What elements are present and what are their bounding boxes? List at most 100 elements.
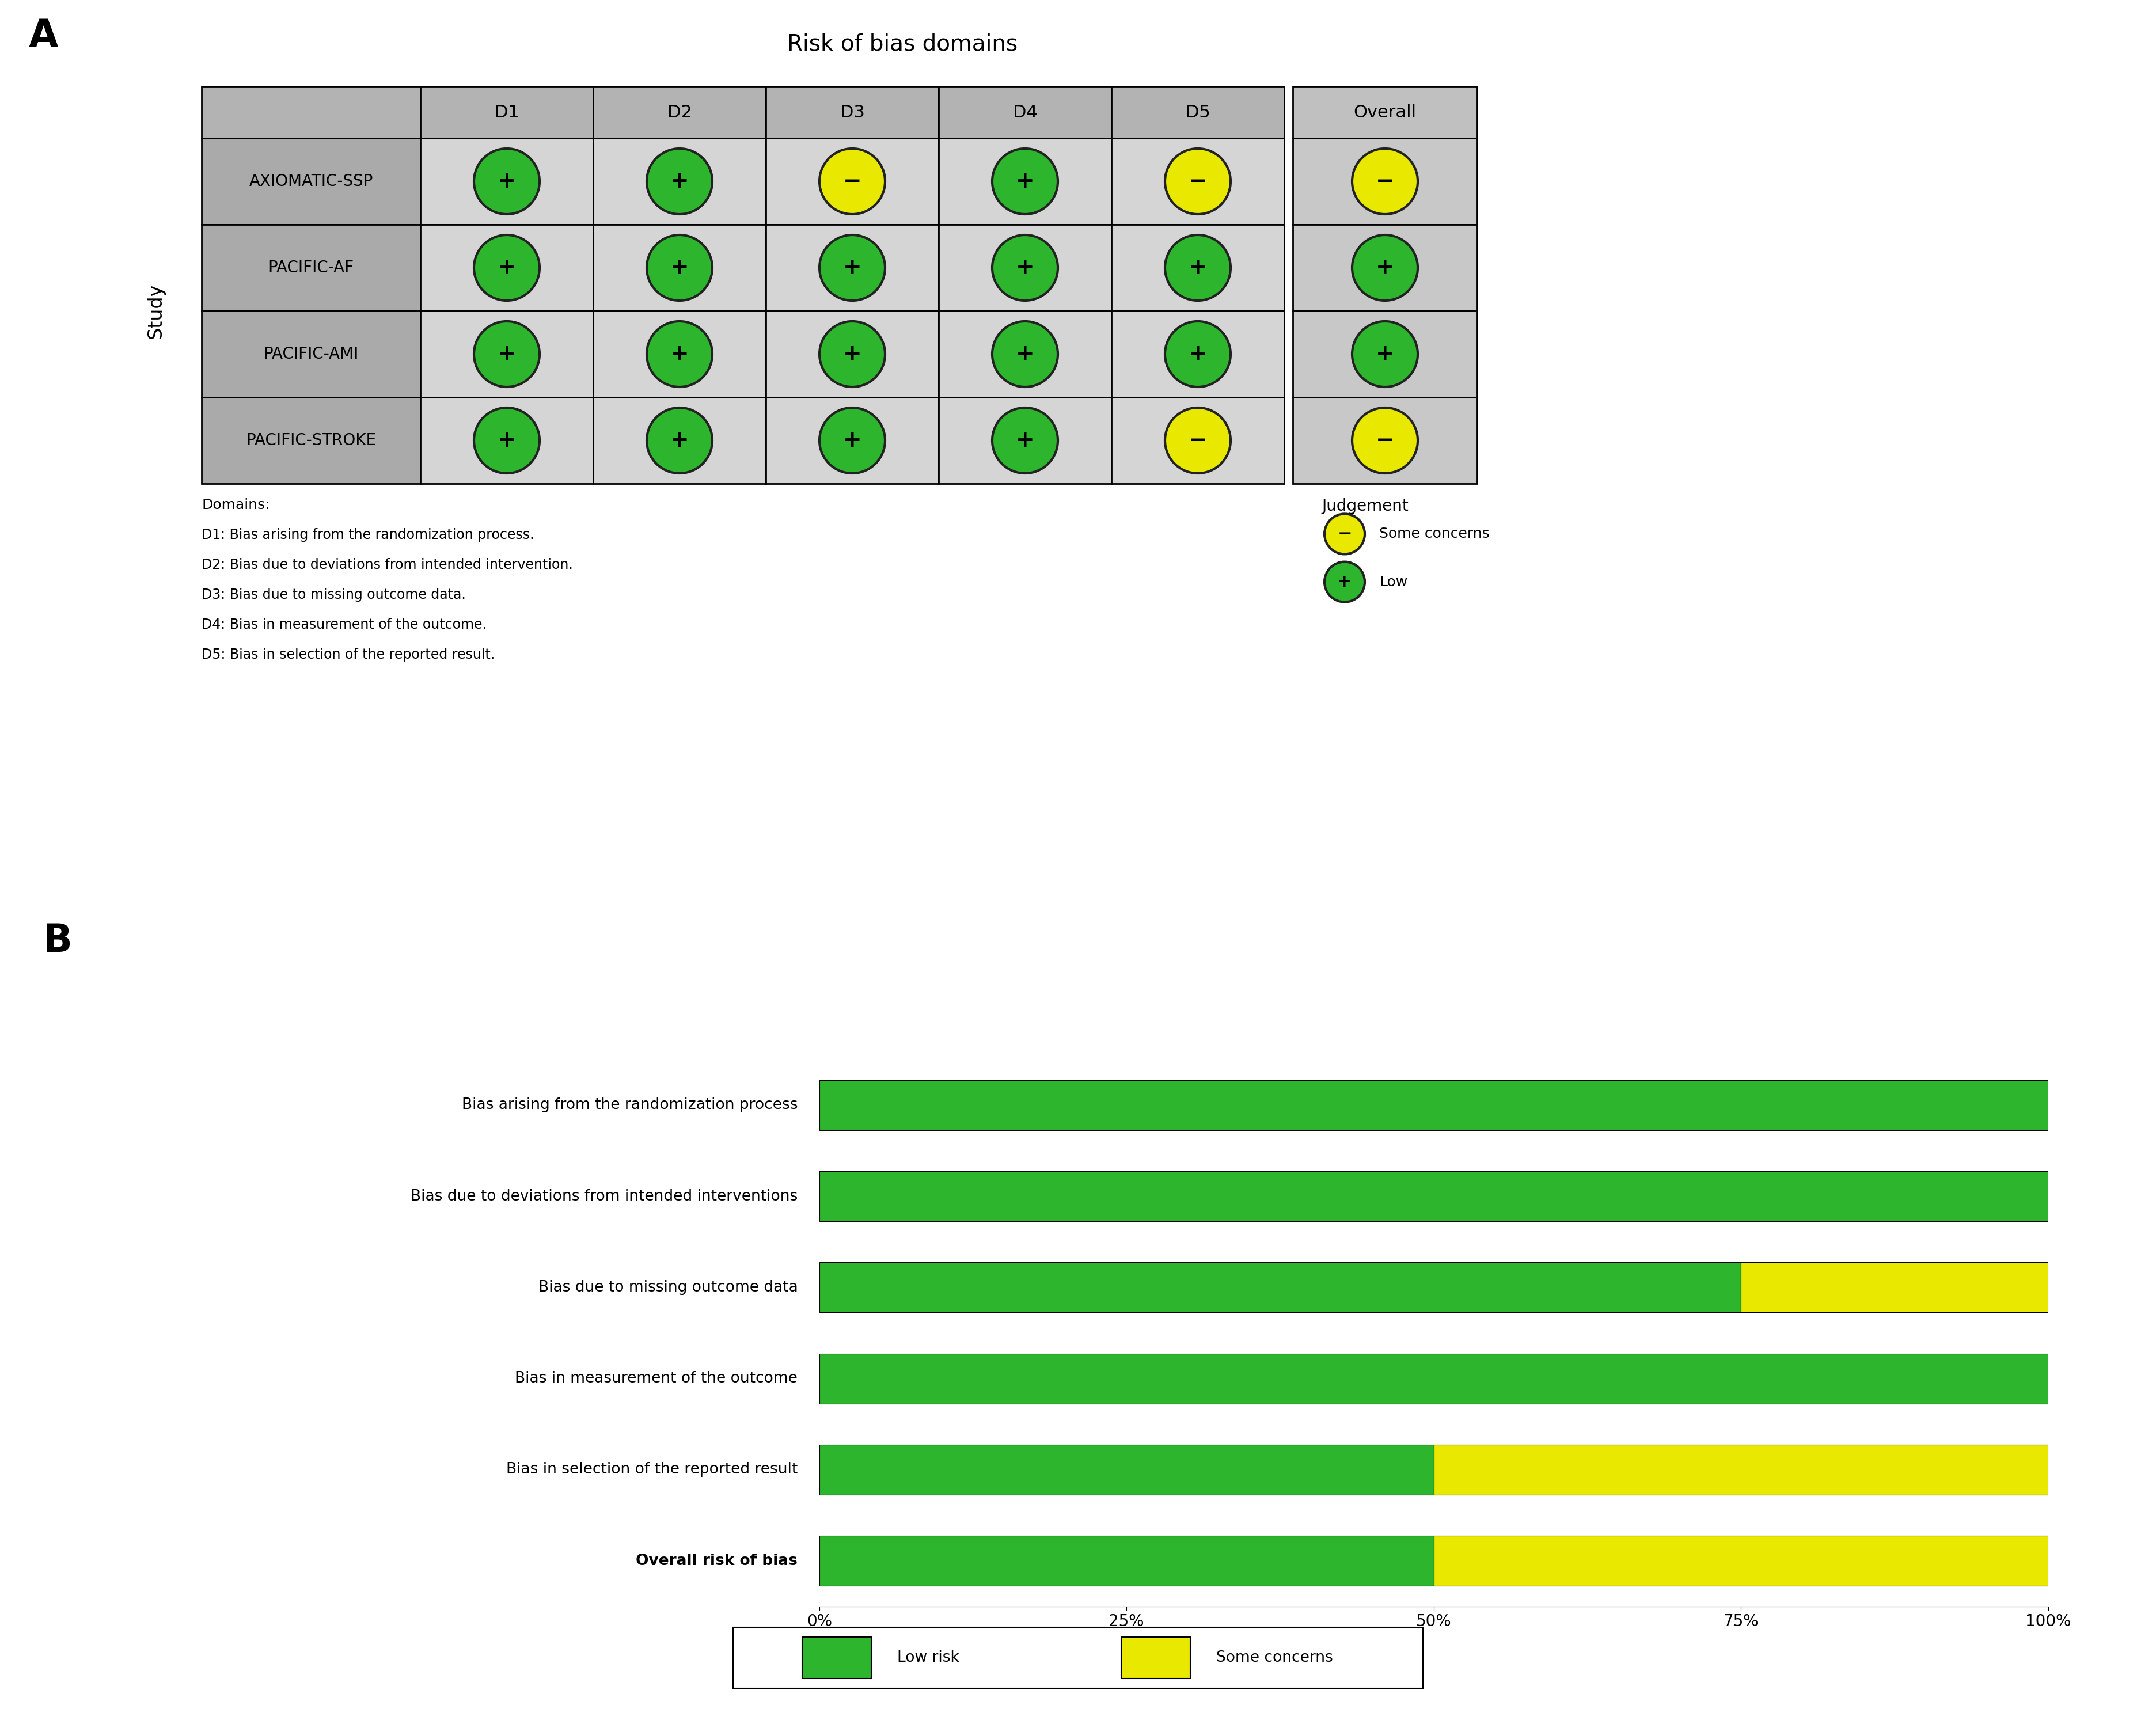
FancyBboxPatch shape — [201, 138, 420, 224]
Text: Overall: Overall — [1354, 104, 1416, 121]
FancyBboxPatch shape — [420, 224, 593, 311]
Text: PACIFIC-AMI: PACIFIC-AMI — [263, 345, 358, 362]
FancyBboxPatch shape — [1110, 138, 1285, 224]
Text: +: + — [498, 256, 515, 279]
FancyBboxPatch shape — [802, 1637, 871, 1678]
Text: D2: D2 — [666, 104, 692, 121]
Bar — [1434, 1444, 2048, 1495]
Text: PACIFIC-AF: PACIFIC-AF — [267, 260, 354, 275]
FancyBboxPatch shape — [201, 311, 420, 396]
FancyBboxPatch shape — [1110, 87, 1285, 138]
Ellipse shape — [1164, 149, 1231, 214]
Text: Bias due to deviations from intended interventions: Bias due to deviations from intended int… — [410, 1189, 798, 1203]
Ellipse shape — [992, 149, 1059, 214]
Ellipse shape — [819, 149, 886, 214]
Bar — [1742, 1263, 2048, 1313]
FancyBboxPatch shape — [1110, 396, 1285, 484]
Text: +: + — [671, 256, 690, 279]
Text: +: + — [1376, 344, 1395, 366]
Text: Low risk: Low risk — [897, 1651, 959, 1665]
Text: A: A — [28, 17, 58, 55]
FancyBboxPatch shape — [765, 396, 938, 484]
Text: Bias due to missing outcome data: Bias due to missing outcome data — [539, 1280, 798, 1295]
Text: D5: D5 — [1186, 104, 1210, 121]
FancyBboxPatch shape — [1121, 1637, 1190, 1678]
Text: D4: D4 — [1013, 104, 1037, 121]
FancyBboxPatch shape — [420, 311, 593, 396]
Ellipse shape — [647, 234, 711, 301]
Text: Study: Study — [147, 284, 166, 338]
Text: D4: Bias in measurement of the outcome.: D4: Bias in measurement of the outcome. — [201, 619, 487, 632]
FancyBboxPatch shape — [938, 311, 1110, 396]
FancyBboxPatch shape — [593, 138, 765, 224]
Bar — [819, 1444, 1434, 1495]
Text: +: + — [498, 344, 515, 366]
Ellipse shape — [1352, 408, 1419, 473]
FancyBboxPatch shape — [593, 87, 765, 138]
Text: PACIFIC-STROKE: PACIFIC-STROKE — [246, 432, 375, 448]
Ellipse shape — [474, 408, 539, 473]
Ellipse shape — [647, 321, 711, 386]
Bar — [819, 1171, 2048, 1222]
FancyBboxPatch shape — [765, 138, 938, 224]
Ellipse shape — [819, 234, 886, 301]
FancyBboxPatch shape — [733, 1627, 1423, 1688]
Text: +: + — [498, 171, 515, 193]
Ellipse shape — [647, 408, 711, 473]
Ellipse shape — [1352, 321, 1419, 386]
Ellipse shape — [1164, 321, 1231, 386]
FancyBboxPatch shape — [1110, 311, 1285, 396]
Text: +: + — [1188, 256, 1207, 279]
Ellipse shape — [992, 234, 1059, 301]
Text: D1: Bias arising from the randomization process.: D1: Bias arising from the randomization … — [201, 528, 535, 542]
Text: D1: D1 — [494, 104, 520, 121]
Ellipse shape — [819, 408, 886, 473]
Text: Domains:: Domains: — [201, 497, 270, 513]
Text: D3: D3 — [841, 104, 865, 121]
FancyBboxPatch shape — [1110, 224, 1285, 311]
Text: Judgement: Judgement — [1322, 497, 1408, 514]
Text: Bias in measurement of the outcome: Bias in measurement of the outcome — [515, 1371, 798, 1386]
Text: +: + — [843, 344, 862, 366]
FancyBboxPatch shape — [938, 396, 1110, 484]
FancyBboxPatch shape — [938, 138, 1110, 224]
Text: +: + — [1188, 344, 1207, 366]
Text: Some concerns: Some concerns — [1380, 526, 1490, 542]
Ellipse shape — [474, 149, 539, 214]
FancyBboxPatch shape — [201, 396, 420, 484]
FancyBboxPatch shape — [1294, 138, 1477, 224]
Text: D5: Bias in selection of the reported result.: D5: Bias in selection of the reported re… — [201, 648, 496, 661]
Text: −: − — [1337, 526, 1352, 542]
Ellipse shape — [819, 321, 886, 386]
Ellipse shape — [1324, 562, 1365, 602]
Text: Risk of bias domains: Risk of bias domains — [787, 32, 1018, 55]
FancyBboxPatch shape — [201, 224, 420, 311]
FancyBboxPatch shape — [201, 87, 420, 138]
Bar — [819, 1263, 1742, 1313]
FancyBboxPatch shape — [765, 224, 938, 311]
Text: Bias arising from the randomization process: Bias arising from the randomization proc… — [461, 1097, 798, 1113]
FancyBboxPatch shape — [420, 87, 593, 138]
Text: −: − — [843, 171, 862, 193]
Text: Overall risk of bias: Overall risk of bias — [636, 1553, 798, 1569]
FancyBboxPatch shape — [765, 311, 938, 396]
Ellipse shape — [1352, 234, 1419, 301]
Ellipse shape — [992, 321, 1059, 386]
Ellipse shape — [474, 234, 539, 301]
Text: +: + — [1376, 256, 1395, 279]
Text: +: + — [1015, 256, 1035, 279]
Text: D2: Bias due to deviations from intended intervention.: D2: Bias due to deviations from intended… — [201, 557, 573, 573]
FancyBboxPatch shape — [1294, 87, 1477, 138]
Ellipse shape — [474, 321, 539, 386]
Text: AXIOMATIC-SSP: AXIOMATIC-SSP — [248, 173, 373, 190]
Text: B: B — [43, 921, 73, 960]
Bar — [819, 1080, 2048, 1130]
Bar — [1434, 1536, 2048, 1586]
FancyBboxPatch shape — [593, 396, 765, 484]
Text: +: + — [1337, 574, 1352, 590]
Ellipse shape — [992, 408, 1059, 473]
Ellipse shape — [1164, 408, 1231, 473]
Text: −: − — [1188, 171, 1207, 193]
Text: D3: Bias due to missing outcome data.: D3: Bias due to missing outcome data. — [201, 588, 466, 602]
Ellipse shape — [1164, 234, 1231, 301]
